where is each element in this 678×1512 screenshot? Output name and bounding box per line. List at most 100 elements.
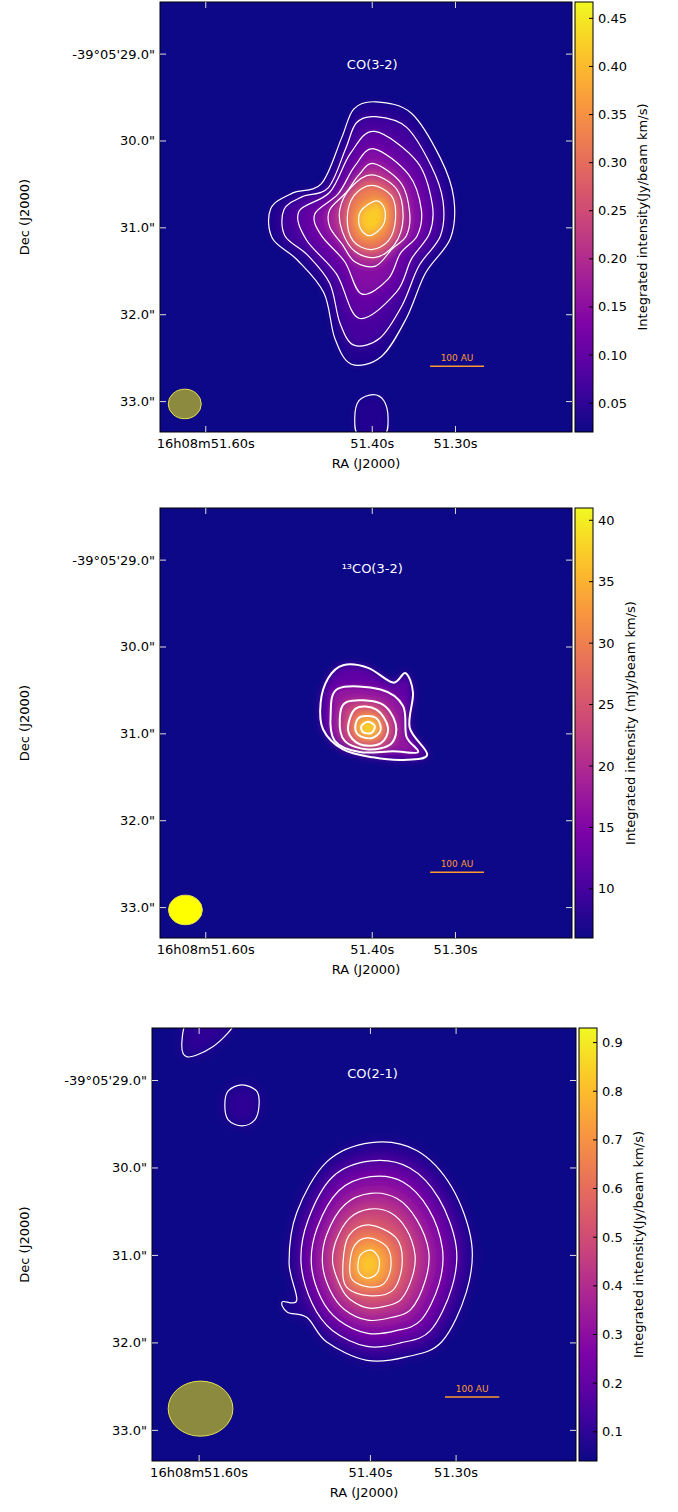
colorbar-tick-label: 35: [598, 574, 615, 589]
x-tick: [455, 932, 456, 938]
x-axis-title: RA (J2000): [332, 962, 401, 977]
colorbar-tick-label: 0.8: [602, 1084, 623, 1099]
colorbar-tick-label: 0.6: [602, 1181, 623, 1196]
y-tick: [570, 1255, 576, 1256]
contour: [355, 395, 388, 432]
contour: [330, 686, 418, 753]
emission-fill: [361, 722, 375, 734]
frame: [152, 1028, 576, 1461]
y-tick-label: -39°05'29.0": [64, 1073, 147, 1088]
x-tick: [199, 1455, 200, 1461]
colorbar-label: Integrated intensity(Jy/beam km/s): [631, 1131, 646, 1358]
scale-bar-label: 100 AU: [456, 1384, 489, 1394]
y-tick: [566, 820, 572, 821]
emission-fill: [355, 395, 388, 432]
x-tick: [199, 1028, 200, 1034]
colorbar-tick: [589, 520, 593, 521]
colorbar-tick-label: 0.9: [602, 1035, 623, 1050]
colorbar: [575, 508, 593, 938]
colorbar-tick: [589, 766, 593, 767]
emission-fill: [348, 707, 388, 746]
colorbar-tick: [593, 1042, 597, 1043]
x-tick: [455, 2, 456, 8]
contour: [225, 1085, 259, 1126]
contour: [355, 716, 380, 738]
y-tick-label: -39°05'29.0": [72, 47, 155, 62]
y-tick: [160, 646, 166, 647]
contour: [347, 185, 395, 249]
y-tick: [160, 314, 166, 315]
x-tick: [456, 1455, 457, 1461]
y-tick-label: 33.0": [120, 394, 155, 409]
emission: [269, 102, 455, 432]
x-tick-label: 16h08m51.60s: [157, 436, 255, 451]
beam: [168, 389, 201, 419]
y-tick: [160, 560, 166, 561]
scale-bar-label: 100 AU: [441, 859, 474, 869]
colorbar-tick: [589, 306, 593, 307]
colorbar-tick: [589, 403, 593, 404]
y-axis-title: Dec (J2000): [17, 179, 32, 255]
x-axis-title: RA (J2000): [332, 456, 401, 471]
contour: [298, 131, 434, 318]
y-tick-label: 31.0": [120, 726, 155, 741]
x-tick: [372, 932, 373, 938]
emission-fill: [320, 664, 427, 760]
y-axis-title: Dec (J2000): [17, 685, 32, 761]
colorbar-tick-label: 30: [598, 636, 615, 651]
colorbar-tick-label: 0.3: [602, 1327, 623, 1342]
emission-fill: [339, 175, 403, 258]
colorbar-tick-label: 0.15: [598, 299, 627, 314]
emission-fill: [332, 1209, 415, 1309]
x-tick: [456, 1028, 457, 1034]
y-tick: [152, 1430, 158, 1431]
colorbar-label: Integrated intensity(Jy/beam km/s): [635, 104, 650, 331]
x-tick: [370, 1455, 371, 1461]
colorbar-tick-label: 20: [598, 759, 615, 774]
contour: [359, 201, 386, 236]
emission-fill: [301, 1161, 457, 1348]
colorbar-tick: [593, 1431, 597, 1432]
y-tick-label: 33.0": [120, 900, 155, 915]
y-tick: [160, 401, 166, 402]
beam: [168, 1381, 233, 1436]
y-tick: [152, 1342, 158, 1343]
colorbar-tick: [589, 210, 593, 211]
panel-title: CO(2-1): [347, 1066, 398, 1081]
colorbar-tick-label: 0.05: [598, 396, 627, 411]
y-tick-label: 30.0": [112, 1160, 147, 1175]
y-tick: [566, 227, 572, 228]
y-tick: [566, 401, 572, 402]
y-tick: [160, 907, 166, 908]
panel-title: ¹³CO(3-2): [342, 561, 403, 576]
colorbar: [579, 1028, 597, 1461]
x-tick-label: 16h08m51.60s: [150, 1465, 248, 1480]
colorbar-tick-label: 0.5: [602, 1230, 623, 1245]
y-tick: [570, 1167, 576, 1168]
x-tick: [205, 508, 206, 514]
x-tick-label: 51.40s: [348, 1465, 392, 1480]
colorbar: [575, 2, 593, 432]
y-tick-label: -39°05'29.0": [72, 553, 155, 568]
emission-fill: [359, 201, 386, 236]
contour: [269, 102, 455, 366]
scale-bar-label: 100 AU: [441, 353, 474, 363]
x-tick: [370, 1028, 371, 1034]
colorbar-tick: [589, 66, 593, 67]
x-axis-title: RA (J2000): [330, 1485, 399, 1500]
colorbar-tick: [593, 1285, 597, 1286]
y-tick: [160, 733, 166, 734]
scale-bar: [430, 365, 484, 367]
y-axis-title: Dec (J2000): [17, 1206, 32, 1282]
x-tick-label: 51.30s: [433, 942, 477, 957]
contour: [311, 1176, 443, 1334]
y-tick: [566, 560, 572, 561]
emission-fill: [225, 1085, 259, 1126]
y-tick: [570, 1080, 576, 1081]
colorbar-tick: [589, 643, 593, 644]
emission-fill: [282, 116, 444, 346]
contour: [322, 1193, 429, 1321]
colorbar-tick: [593, 1237, 597, 1238]
y-tick: [570, 1430, 576, 1431]
emission: [182, 1028, 473, 1361]
